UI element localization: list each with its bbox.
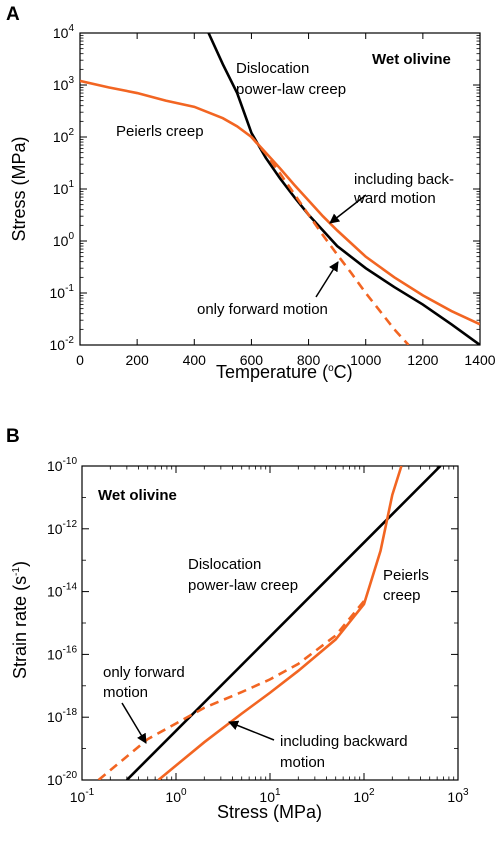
panel-a-x-tick-label: 1400 [464,352,495,368]
panel-a-y-tick-label: 102 [53,127,75,145]
panel-a-y-tick-label: 100 [53,231,75,249]
panel-b-peierls-label-2: creep [383,587,421,604]
panel-a-y-tick-label: 104 [53,23,75,41]
panel-a-peierls-backward-line [80,79,480,326]
panel-a-material-label: Wet olivine [372,51,451,68]
panel-a-x-tick-label: 800 [297,352,321,368]
panel-a-dislocation-label-2: power-law creep [236,81,346,98]
panel-b-peierls-backward-line [157,466,403,780]
panel-a-y-tick-label: 10-2 [50,335,75,353]
panel-a-y-tick-labels: 10-2 10-1 100 101 102 103 104 [50,23,75,353]
panel-b-x-tick-label: 101 [259,787,281,805]
panel-a-x-axis-label: Temperature (oC) [216,362,353,382]
panel-b-y-tick-label: 10-12 [47,519,77,537]
panel-a-ticks [79,32,481,346]
panel-a-y-tick-label: 10-1 [50,283,75,301]
panel-a-backward-label-2: ward motion [353,190,436,207]
panel-b-backward-label-2: motion [280,754,325,771]
panel-a-y-tick-label: 101 [53,179,75,197]
panel-a-x-tick-labels: 0 200 400 600 800 1000 1200 1400 [76,352,496,368]
panel-b-x-tick-label: 10-1 [70,787,95,805]
panel-a-dislocation-label-1: Dislocation [236,60,309,77]
panel-a-peierls-label: Peierls creep [116,123,204,140]
panel-a-backward-label-1: including back- [354,171,454,188]
panel-b-y-tick-label: 10-14 [47,582,77,600]
panel-b-backward-label-1: including backward [280,733,408,750]
panel-a-dislocation-line [207,33,480,345]
panel-b-material-label: Wet olivine [98,487,177,504]
panel-a-forward-arrow [315,261,339,298]
panel-b-forward-arrow [121,702,147,744]
panel-b-x-tick-label: 103 [447,787,469,805]
panel-a-plot-frame [79,32,481,346]
panel-b-peierls-forward-line [97,600,366,780]
panel-a-x-tick-label: 0 [76,352,84,368]
panel-b-y-axis-label: Strain rate (s-1) [10,561,30,679]
panel-b-label: B [6,426,20,447]
panel-a-forward-label: only forward motion [197,301,328,318]
panel-b: B 10-1 100 101 102 103 10-2010-1810-1610-141… [6,426,469,822]
panel-b-forward-label-1: only forward [103,664,185,681]
panel-b-dislocation-label-2: power-law creep [188,577,298,594]
panel-a-x-tick-label: 600 [240,352,264,368]
panel-a-series [80,33,480,345]
panel-b-dislocation-label-1: Dislocation [188,556,261,573]
panel-a-x-tick-label: 400 [183,352,207,368]
panel-a-backward-arrow [329,194,367,224]
panel-b-y-tick-label: 10-20 [47,770,77,788]
panel-b-y-tick-label: 10-10 [47,456,77,474]
panel-b-ticks [81,465,459,781]
panel-b-y-tick-label: 10-18 [47,707,77,725]
panel-a-y-axis-label: Stress (MPa) [9,136,29,241]
panel-b-x-tick-labels: 10-1 100 101 102 103 [70,787,469,805]
panel-a-x-tick-label: 1200 [407,352,438,368]
panel-a-x-tick-label: 1000 [350,352,381,368]
panel-b-forward-label-2: motion [103,684,148,701]
panel-b-peierls-label-1: Peierls [383,567,429,584]
panel-a-label: A [6,4,20,25]
panel-b-series [97,466,442,780]
panel-a-x-tick-label: 200 [125,352,149,368]
panel-b-x-axis-label: Stress (MPa) [217,802,322,822]
panel-b-x-tick-label: 100 [165,787,187,805]
panel-b-y-tick-labels: 10-20 10-18 10-16 10-14 10-12 10-10 [47,456,77,788]
panel-b-backward-arrow [228,720,275,741]
panel-a: A 0 200 400 600 800 1000 1200 1400 10-210-11001… [6,4,496,382]
panel-b-x-tick-label: 102 [353,787,375,805]
panel-a-y-tick-label: 103 [53,75,75,93]
panel-b-y-tick-label: 10-16 [47,644,77,662]
